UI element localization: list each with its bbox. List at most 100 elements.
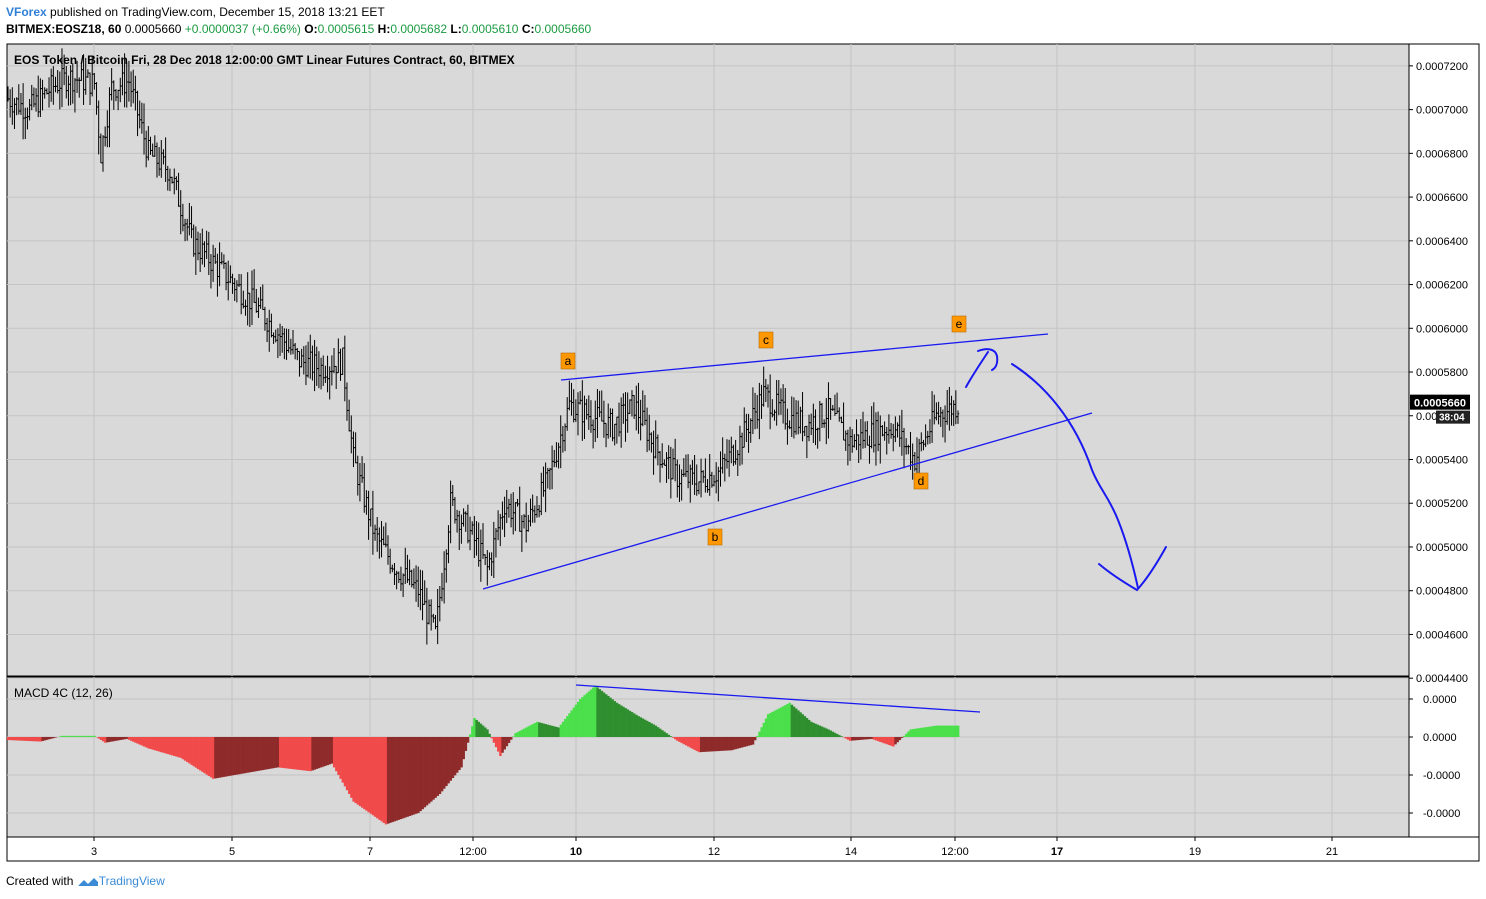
macd-bar — [382, 737, 386, 823]
macd-bar — [790, 704, 794, 737]
macd-bar — [65, 735, 68, 737]
macd-bar — [624, 708, 627, 737]
macd-bar — [872, 737, 876, 740]
macd-bar — [702, 737, 705, 752]
macd-bar — [166, 737, 170, 755]
macd-bar — [108, 737, 111, 742]
macd-bar — [812, 722, 815, 737]
macd-bar — [300, 737, 304, 771]
macd-bar — [846, 737, 850, 740]
macd-bar — [525, 727, 528, 737]
macd-bar — [395, 737, 399, 821]
up-arrow-icon — [965, 348, 999, 388]
macd-bar — [544, 724, 547, 737]
author-link[interactable]: VForex — [6, 5, 47, 19]
macd-bar — [229, 737, 232, 776]
wave-label-d: d — [918, 474, 925, 488]
macd-bar — [367, 737, 370, 813]
macd-bar — [192, 737, 196, 767]
macd-bar — [142, 737, 146, 747]
y-tick-label: 0.0005800 — [1416, 367, 1468, 379]
macd-bar — [486, 729, 489, 737]
macd-bar — [237, 737, 241, 775]
macd-bar — [788, 702, 791, 737]
macd-bar — [769, 713, 772, 737]
macd-bar — [861, 737, 865, 740]
macd-bar — [497, 737, 500, 752]
macd-bar — [76, 735, 79, 737]
macd-bar — [816, 724, 820, 737]
macd-bar — [877, 737, 880, 742]
macd-bar — [943, 725, 947, 737]
macd-bar — [373, 737, 377, 817]
macd-bar — [339, 737, 342, 779]
macd-bar — [91, 735, 94, 737]
macd-bar — [171, 737, 174, 756]
close-value: 0.0005660 — [534, 22, 592, 36]
macd-bar — [920, 727, 923, 737]
macd-bar — [231, 737, 234, 776]
macd-y-tick-label: 0.0000 — [1423, 694, 1457, 706]
macd-bar — [9, 737, 12, 741]
macd-bar — [421, 737, 424, 810]
macd-bar — [194, 737, 198, 768]
macd-bar — [954, 725, 958, 737]
macd-bar — [887, 737, 891, 745]
macd-bar — [643, 719, 647, 737]
macd-bar — [479, 723, 483, 737]
macd-bar — [281, 737, 284, 768]
y-tick-label: 0.0007000 — [1416, 105, 1468, 117]
macd-bar — [60, 735, 64, 737]
macd-bar — [833, 732, 837, 737]
y-tick-label: 0.0004400 — [1416, 673, 1468, 685]
macd-bar — [34, 737, 38, 742]
macd-y-tick-label: 0.0000 — [1423, 732, 1457, 744]
macd-bar — [168, 737, 172, 755]
macd-bar — [538, 722, 541, 737]
created-with-text: Created with — [6, 874, 74, 888]
macd-bar — [594, 685, 597, 737]
macd-bar — [294, 737, 297, 770]
macd-bar — [566, 716, 569, 737]
macd-bar — [933, 725, 936, 737]
macd-bar — [704, 737, 707, 752]
macd-bar — [656, 727, 660, 737]
macd-bar — [490, 737, 494, 739]
macd-bar — [402, 737, 405, 819]
triangle-lower-line — [482, 412, 1093, 590]
macd-bar — [330, 737, 334, 764]
tradingview-brand-link[interactable]: TradingView — [98, 874, 165, 888]
macd-bar — [583, 695, 586, 737]
y-tick-label: 0.0006000 — [1416, 323, 1468, 335]
macd-bar — [799, 712, 802, 737]
macd-bar — [134, 737, 137, 743]
macd-bar — [125, 737, 129, 739]
macd-bar — [602, 692, 606, 737]
macd-bar — [522, 728, 526, 737]
macd-bar — [78, 735, 81, 737]
macd-bar — [263, 737, 267, 770]
symbol-text: BITMEX:EOSZ18, 60 — [6, 22, 122, 36]
close-label: C: — [521, 22, 535, 36]
macd-bar — [438, 737, 442, 794]
macd-bar — [738, 737, 742, 749]
macd-bar — [220, 737, 224, 778]
macd-bar — [900, 737, 904, 738]
x-tick-label: 3 — [91, 846, 97, 858]
drawings: a b c d e — [482, 315, 1167, 713]
x-tick-label: 14 — [845, 846, 857, 858]
macd-bar — [665, 733, 668, 737]
macd-bar — [570, 710, 573, 737]
chart-title: EOS Token / Bitcoin Fri, 28 Dec 2018 12:… — [14, 53, 515, 67]
wave-label-a-box — [560, 352, 576, 370]
macd-bar — [732, 737, 735, 750]
macd-bar — [270, 737, 273, 769]
macd-bar — [430, 737, 433, 802]
macd-bar — [531, 724, 535, 737]
macd-bar — [563, 718, 567, 737]
price-pane[interactable] — [6, 43, 1410, 677]
macd-bar — [512, 736, 515, 737]
macd-bar — [397, 737, 401, 820]
macd-bar — [460, 737, 463, 768]
